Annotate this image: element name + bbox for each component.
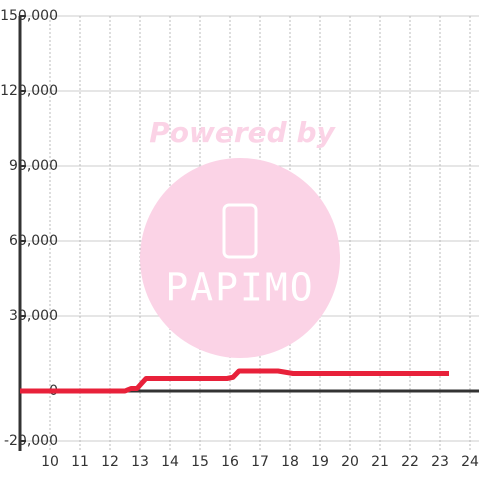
y-tick-label: 30,000	[9, 308, 58, 324]
data-line	[20, 368, 449, 394]
x-tick-label: 16	[221, 454, 239, 470]
x-tick-label: 12	[101, 454, 119, 470]
x-tick-label: 11	[71, 454, 89, 470]
watermark-logo: PAPIMO	[165, 266, 314, 310]
x-tick-label: 24	[461, 454, 479, 470]
y-tick-label: 120,000	[0, 83, 58, 99]
x-tick-label: 20	[341, 454, 359, 470]
x-tick-label: 15	[191, 454, 209, 470]
x-tick-label: 10	[41, 454, 59, 470]
x-tick-label: 17	[251, 454, 269, 470]
x-tick-label: 21	[371, 454, 389, 470]
x-tick-label: 13	[131, 454, 149, 470]
x-tick-label: 19	[311, 454, 329, 470]
watermark-text: Powered by	[149, 116, 336, 149]
x-tick-label: 18	[281, 454, 299, 470]
y-tick-label: -20,000	[4, 433, 58, 449]
x-tick-label: 22	[401, 454, 419, 470]
y-tick-label: 60,000	[9, 233, 58, 249]
y-tick-label: 150,000	[0, 8, 58, 24]
plot: -20,000030,00060,00090,000120,000150,000…	[0, 8, 479, 470]
y-tick-label: 90,000	[9, 158, 58, 174]
x-tick-label: 14	[161, 454, 179, 470]
watermark-phone	[222, 203, 258, 259]
x-tick-label: 23	[431, 454, 449, 470]
